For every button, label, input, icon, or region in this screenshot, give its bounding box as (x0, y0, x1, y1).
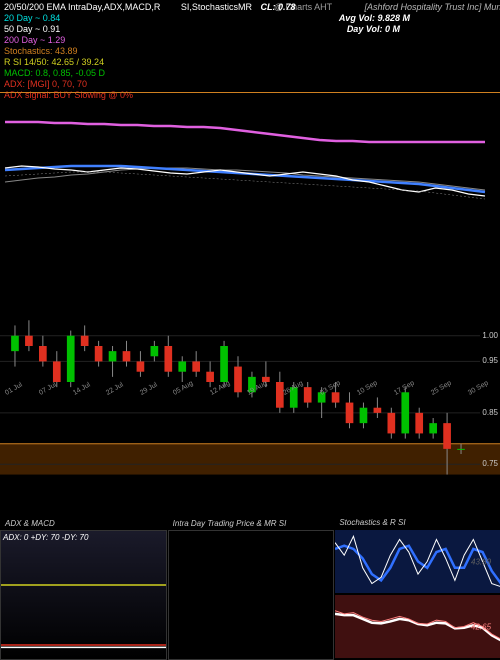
stoch-panel: Stochastics & R SI 43.8942.65 (335, 530, 500, 660)
stoch-label: SI,StochasticsMR (181, 2, 252, 12)
avgvol: Avg Vol: 9.828 M (339, 13, 410, 24)
d50: 50 Day ~ 0.91 (4, 24, 60, 34)
intra-panel: Intra Day Trading Price & MR SI (168, 530, 335, 660)
d20: 20 Day ~ 0.84 (4, 13, 60, 23)
adx-v: ADX: [MGI] 0, 70, 70 (4, 79, 87, 89)
intra-title: Intra Day Trading Price & MR SI (173, 519, 287, 528)
adx-title: ADX & MACD (5, 519, 55, 528)
macd-v: MACD: 0.8, 0.85, -0.05 D (4, 68, 105, 78)
stoch-title: Stochastics & R SI (339, 518, 405, 527)
svg-text:42.65: 42.65 (471, 623, 492, 632)
charts-sym: @ Charts AHT (274, 2, 332, 12)
d200: 200 Day ~ 1.29 (4, 35, 65, 45)
rsi-v: R SI 14/50: 42.65 / 39.24 (4, 57, 104, 67)
sub-panels: ADX & MACD ADX: 0 +DY: 70 -DY: 70 Intra … (0, 530, 500, 660)
adx-macd-panel: ADX & MACD ADX: 0 +DY: 70 -DY: 70 (0, 530, 167, 660)
chart-header: 20/50/200 EMA IntraDay,ADX,MACD,R SI,Sto… (0, 0, 500, 100)
main-chart-area: 0.750.850.951.00 01 Jul07 Jul14 Jul22 Ju… (0, 100, 500, 530)
ema-chart (0, 100, 500, 220)
dayvol: Day Vol: 0 M (347, 24, 400, 35)
stoch-v: Stochastics: 43.89 (4, 46, 78, 56)
source: [Ashford Hospitality Trust Inc] MunafaSu… (365, 2, 500, 12)
x-axis-labels: 01 Jul07 Jul14 Jul22 Jul29 Jul05 Aug12 A… (0, 390, 500, 402)
indicators-label: 20/50/200 EMA IntraDay,ADX,MACD,R (4, 2, 160, 12)
svg-text:43.89: 43.89 (471, 558, 492, 567)
